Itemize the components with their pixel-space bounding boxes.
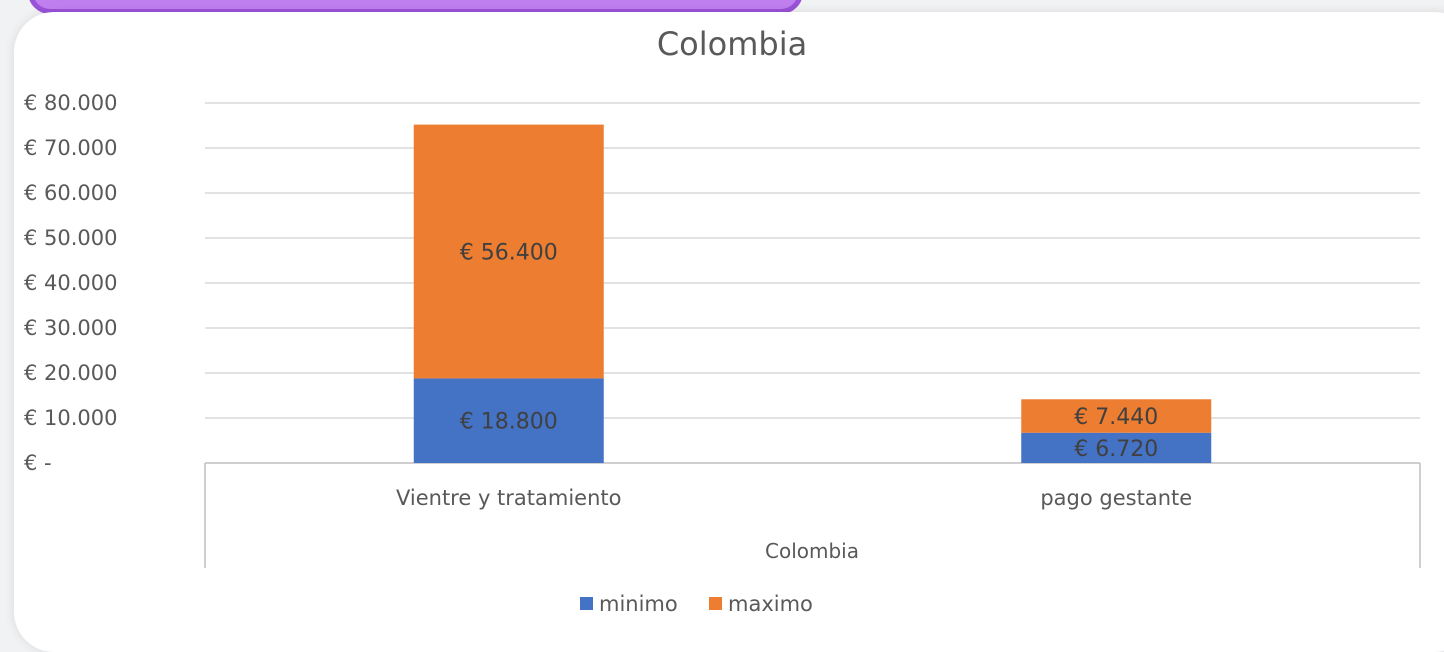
gridlines [205, 102, 1420, 419]
y-tick-label: € 30.000 [24, 316, 118, 340]
y-axis-tick-labels: € - € 10.000 € 20.000 € 30.000 € 40.000 € 50.… [24, 91, 118, 475]
y-tick-label: € 40.000 [24, 271, 118, 295]
y-tick-label: € 70.000 [24, 136, 118, 160]
legend-swatch-minimo [580, 597, 593, 610]
data-label-minimo: € 18.800 [460, 410, 558, 435]
x-tick-label: Vientre y tratamiento [396, 486, 622, 510]
chart-card: Colombia € - € 10.000 € 20.000 € 30.000 € 40… [14, 12, 1444, 652]
x-axis-tick-labels: Vientre y tratamiento pago gestante [396, 486, 1192, 510]
y-tick-label: € 10.000 [24, 406, 118, 430]
y-tick-label: € 60.000 [24, 181, 118, 205]
stacked-bar-chart: Colombia € - € 10.000 € 20.000 € 30.000 € 40… [24, 25, 1421, 616]
data-label-minimo: € 6.720 [1074, 437, 1158, 462]
bar-segment-maximo [413, 124, 604, 379]
legend-label-minimo: minimo [599, 592, 678, 616]
bar-segment-minimo [1021, 432, 1212, 463]
bars: € 18.800 € 56.400 € 6.720 € 7.440 [413, 124, 1212, 463]
y-tick-label: € 20.000 [24, 361, 118, 385]
legend: minimo maximo [580, 592, 813, 616]
y-tick-label: € 50.000 [24, 226, 118, 250]
x-axis-box [204, 462, 1421, 568]
x-axis-label: Colombia [765, 539, 859, 563]
y-tick-label: € 80.000 [24, 91, 118, 115]
data-label-maximo: € 7.440 [1074, 405, 1158, 430]
legend-swatch-maximo [709, 597, 722, 610]
chart-title: Colombia [657, 25, 807, 63]
x-tick-label: pago gestante [1040, 486, 1192, 510]
y-tick-label: € - [24, 451, 52, 475]
data-label-maximo: € 56.400 [460, 241, 558, 266]
bar-segment-minimo [413, 378, 604, 463]
bar-segment-maximo [1021, 399, 1212, 433]
legend-label-maximo: maximo [728, 592, 813, 616]
